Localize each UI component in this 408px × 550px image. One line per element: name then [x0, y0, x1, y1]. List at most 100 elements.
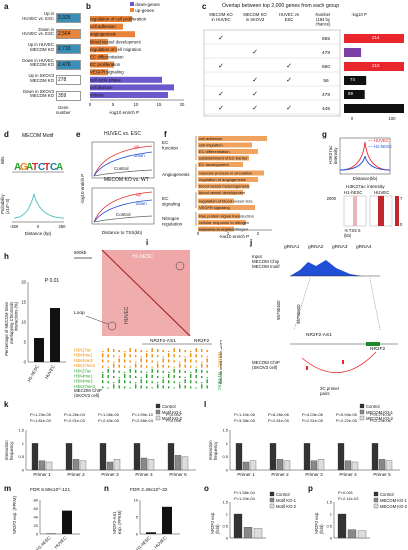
panel-label-h: h: [4, 252, 9, 261]
panel-label-i: i: [146, 238, 149, 247]
track-peak: [107, 354, 109, 358]
bar: [146, 532, 156, 534]
tss-label: -5 TSS 5 (kb): [344, 228, 361, 238]
legend-swatch: [373, 491, 379, 497]
track-peak: [129, 368, 131, 373]
category-label: HUVEC: [153, 535, 167, 549]
track-peak: [140, 364, 142, 368]
track-peak: [146, 359, 148, 363]
track-peak: [195, 366, 197, 368]
track-peak: [107, 387, 109, 389]
legend-swatch: [359, 409, 365, 415]
panel-a-footer: Gene number: [56, 105, 71, 115]
pvalue: P=1.20e-04: [234, 496, 256, 501]
bar-mecom-ko-2: [283, 460, 291, 471]
track-peak: [151, 387, 153, 389]
track-peak: [135, 361, 137, 363]
panel-label-l: l: [204, 400, 207, 409]
track-peak: [146, 380, 148, 384]
track-peak: [151, 381, 153, 384]
track-peak: [206, 350, 208, 352]
bar: [198, 155, 249, 161]
track-peak: [129, 381, 131, 384]
track-peak: [179, 384, 181, 389]
track-peak: [107, 348, 109, 352]
bar: [198, 220, 246, 225]
track-peak: [146, 371, 148, 373]
bar-control: [337, 443, 345, 471]
track-peak: [107, 366, 109, 368]
legend-label: MECOM KO-2: [366, 416, 394, 421]
table-frame: [203, 29, 341, 117]
track-peak: [140, 358, 142, 363]
logp-value: 74: [350, 77, 356, 82]
legend-label: MECOM KO-2: [380, 504, 408, 509]
gene-count-cell: 2,733: [56, 44, 81, 54]
track-peak: [201, 361, 203, 363]
bar-control: [371, 443, 379, 471]
tick: 0: [89, 102, 92, 107]
track-peak: [151, 368, 153, 373]
tick: 5: [24, 340, 27, 345]
y-label-bits: Bits: [0, 156, 5, 164]
tick: 0: [37, 224, 40, 229]
overlap-number: 478: [322, 50, 330, 56]
tick: 0: [226, 536, 229, 541]
track-peak: [140, 385, 142, 389]
track-peak: [124, 353, 126, 358]
panel-label-b: b: [86, 2, 91, 11]
category-label: HUVEC: [53, 535, 67, 549]
track-peak: [113, 382, 115, 384]
panel-label-p: p: [308, 484, 313, 493]
tick: 1: [22, 441, 25, 446]
track-peak: [179, 382, 181, 384]
tick: 1.5: [222, 428, 228, 433]
panel-k-chart: 0 0.5 1 1.5 Interactionfrequency Primer 1 P=1.…: [4, 403, 196, 477]
track-name: H3K27ac: [74, 348, 91, 353]
loop-label: Loop: [74, 310, 85, 316]
bar: [243, 527, 253, 539]
bar: [198, 149, 258, 154]
category-label: Primer 1: [237, 472, 255, 477]
bar: [198, 183, 249, 189]
category-label: HUVEC: [44, 364, 56, 380]
panel-b-chart: regulation of cell proliferation cell adh…: [89, 16, 185, 115]
track-peak: [157, 361, 159, 363]
group-label: EC function: [162, 140, 179, 150]
bar-control: [269, 443, 277, 471]
pvalue-label: P 0.01: [45, 278, 60, 284]
track-peak: [184, 385, 186, 389]
bar: [198, 162, 243, 167]
track-peak: [190, 365, 192, 368]
curve-huvec: [339, 141, 391, 171]
panel-label-e: e: [76, 130, 81, 139]
bar: [233, 513, 243, 539]
panel-g-profile-heatmap: — HUVEC— H1-hESC H3K27acintensity Distance…: [327, 137, 403, 238]
track-peak: [140, 350, 142, 352]
track-peak: [173, 366, 175, 368]
track-peak: [173, 381, 175, 384]
track-peak: [206, 358, 208, 363]
track-peak: [206, 377, 208, 378]
term-label: vascular process in circulation: [199, 171, 252, 176]
bar-mecom-ko-2: [317, 459, 325, 471]
x-label: Distance to TSS(kb): [102, 230, 143, 235]
y-label: NR2F2-AS1exp. (FPKM): [112, 510, 122, 534]
bar-control: [65, 443, 73, 471]
bar-motif-ko-2: [45, 461, 53, 471]
bar-motif-ko-1: [106, 461, 114, 471]
panel-o: o 0 0.5 1 1.5 P=1.58e-04 P=1.20e-04 Control Mot…: [200, 484, 304, 550]
track-peak: [179, 349, 181, 352]
track-peak: [173, 348, 175, 352]
zoom-line: [369, 277, 381, 331]
category-label: H1-hESC: [26, 364, 40, 382]
track-peak: [190, 359, 192, 363]
category-label: Primer 5: [373, 472, 391, 477]
legend-swatch: [155, 403, 161, 409]
term-label: EC proliferation: [90, 62, 121, 67]
track-peak: [124, 359, 126, 363]
panel-h-chart: 0 5 10 15 20 H1-hESC HUVEC P 0.01 Percentage of …: [4, 278, 66, 382]
track-peak: [201, 384, 203, 389]
track-name: H3K27ac: [74, 368, 91, 373]
